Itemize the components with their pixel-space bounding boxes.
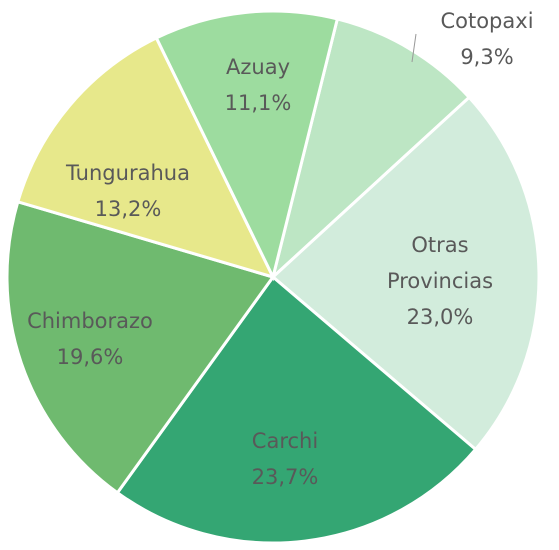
slice-label: Chimborazo — [27, 309, 153, 333]
pie-slice — [115, 274, 478, 545]
pie-slice — [270, 95, 541, 452]
pie-slice — [154, 9, 340, 282]
pie-slice — [5, 199, 276, 495]
slice-label: Azuay — [226, 55, 290, 79]
slice-value: 13,2% — [95, 197, 162, 221]
slice-value: 23,0% — [407, 305, 474, 329]
slice-label: Otras Provincias — [387, 233, 493, 293]
slice-label: Carchi — [252, 429, 318, 453]
slice-value: 23,7% — [252, 465, 319, 489]
leader-line — [411, 33, 417, 63]
slice-label: Cotopaxi — [440, 9, 533, 33]
pie-slice — [16, 35, 276, 280]
slice-label: Tungurahua — [65, 161, 190, 185]
slice-value: 11,1% — [225, 91, 292, 115]
slice-value: 9,3% — [460, 45, 513, 69]
slice-value: 19,6% — [57, 345, 124, 369]
